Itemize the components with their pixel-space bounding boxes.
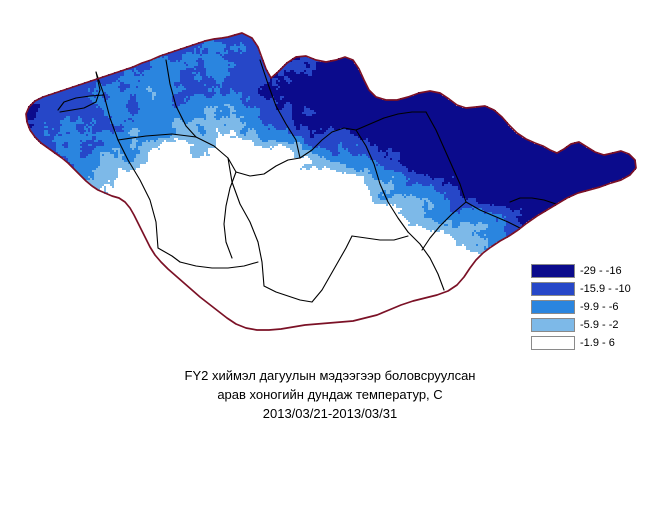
legend-label-3: -5.9 - -2	[580, 319, 619, 331]
legend-item: -15.9 - -10	[531, 280, 651, 298]
caption-line-2: арав хоногийн дундаж температур, С	[217, 387, 443, 402]
legend-item: -29 - -16	[531, 262, 651, 280]
legend-label-2: -9.9 - -6	[580, 301, 619, 313]
legend-swatch-1	[531, 282, 575, 296]
legend-label-4: -1.9 - 6	[580, 337, 615, 349]
map-caption: FY2 хиймэл дагуулын мэдээгээр боловсруул…	[0, 366, 660, 423]
legend-item: -5.9 - -2	[531, 316, 651, 334]
legend-swatch-2	[531, 300, 575, 314]
legend-swatch-4	[531, 336, 575, 350]
province-borders	[57, 59, 557, 303]
legend-label-1: -15.9 - -10	[580, 283, 631, 295]
caption-line-1: FY2 хиймэл дагуулын мэдээгээр боловсруул…	[184, 368, 476, 383]
legend-swatch-0	[531, 264, 575, 278]
legend-item: -1.9 - 6	[531, 334, 651, 352]
legend-item: -9.9 - -6	[531, 298, 651, 316]
national-border	[25, 32, 637, 331]
map-area	[0, 0, 660, 360]
map-border-layer	[25, 32, 637, 331]
caption-line-3: 2013/03/21-2013/03/31	[262, 406, 398, 421]
legend-label-0: -29 - -16	[580, 265, 622, 277]
legend-swatch-3	[531, 318, 575, 332]
temperature-legend: -29 - -16 -15.9 - -10 -9.9 - -6 -5.9 - -…	[531, 262, 651, 352]
